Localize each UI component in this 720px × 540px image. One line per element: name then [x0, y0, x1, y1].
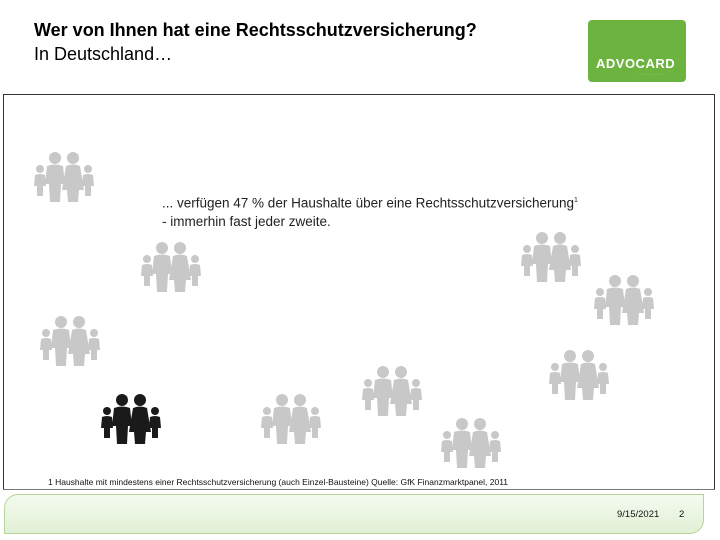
family-icon — [594, 275, 654, 325]
content-frame — [3, 94, 715, 490]
statistic-line: ... verfügen 47 % der Haushalte über ein… — [162, 195, 574, 211]
footer-bar — [4, 494, 704, 534]
statistic-conclusion: - immerhin fast jeder zweite. — [162, 213, 331, 229]
page-number: 2 — [679, 509, 685, 520]
family-icon — [34, 152, 94, 202]
title-question: Wer von Ihnen hat eine Rechtsschutzversi… — [34, 20, 477, 40]
family-icon — [362, 366, 422, 416]
statistic-text: ... verfügen 47 % der Haushalte über ein… — [162, 192, 578, 231]
slide-date: 9/15/2021 — [617, 509, 660, 520]
family-icon — [521, 232, 581, 282]
logo-tagline: · · · · · · · · · · · — [638, 72, 664, 77]
source-footnote: 1 Haushalte mit mindestens einer Rechtss… — [48, 477, 509, 487]
family-icon — [549, 350, 609, 400]
family-icon — [40, 316, 100, 366]
title-subline: In Deutschland… — [34, 44, 173, 64]
advocard-logo: ADVOCARD · · · · · · · · · · · — [588, 20, 686, 82]
divider — [3, 489, 715, 490]
footnote-marker: 1 — [573, 197, 578, 204]
logo-text: ADVOCARD — [596, 56, 676, 71]
family-icon-highlighted — [101, 394, 161, 444]
slide-title: Wer von Ihnen hat eine Rechtsschutzversi… — [34, 18, 477, 66]
family-icon — [141, 242, 201, 292]
family-icon — [441, 418, 501, 468]
family-icon — [261, 394, 321, 444]
